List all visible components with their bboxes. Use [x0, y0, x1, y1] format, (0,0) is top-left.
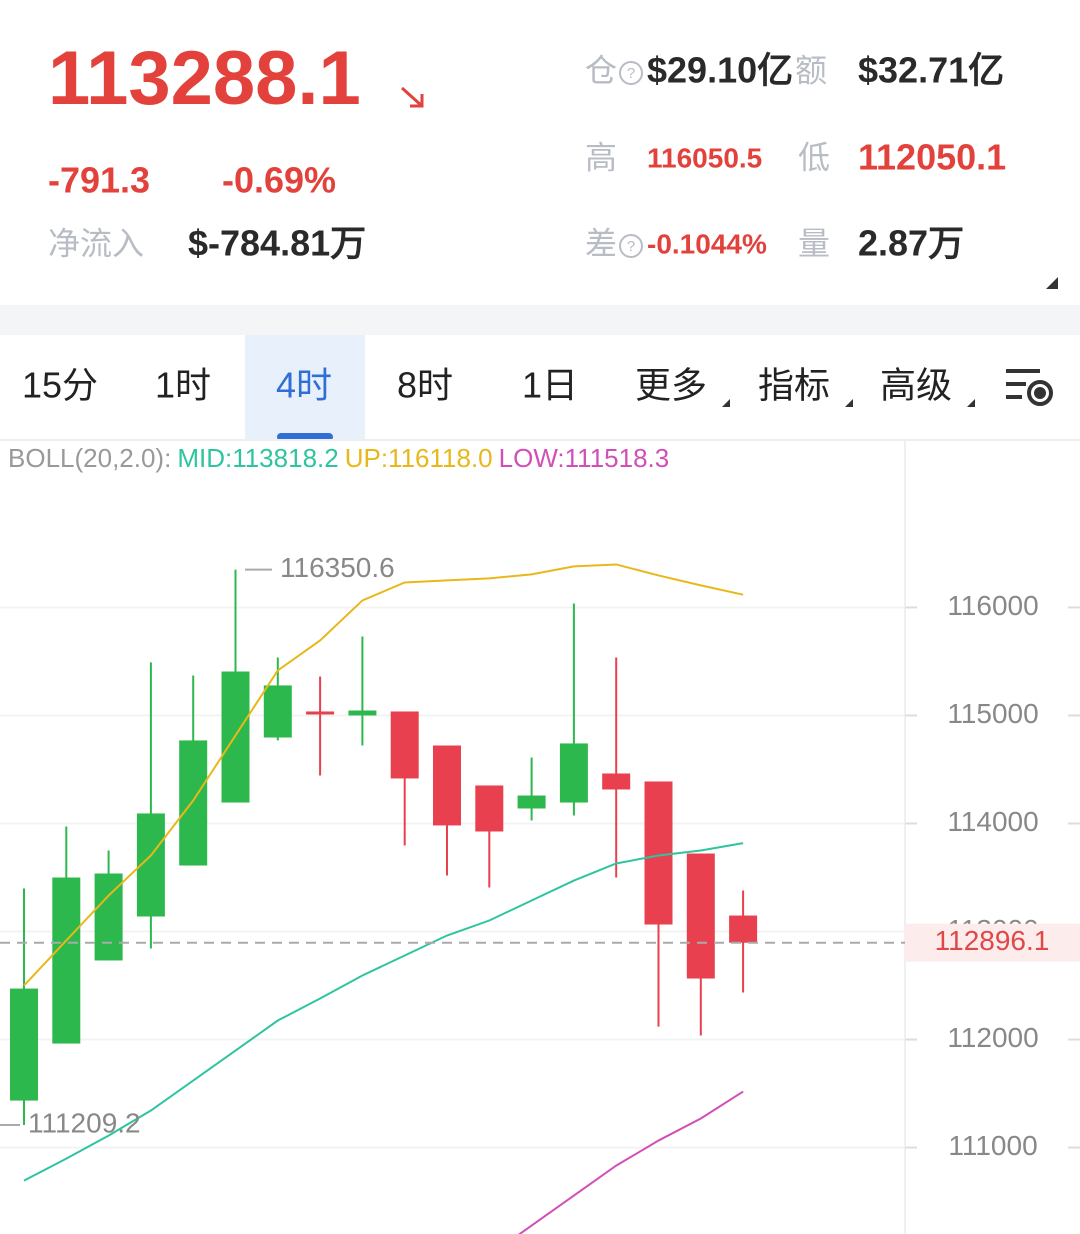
boll-line: [518, 1090, 744, 1234]
expand-toggle[interactable]: [1046, 277, 1058, 289]
boll-line: [23, 842, 744, 1182]
candle-body: [559, 743, 588, 803]
y-tick-label: 112000: [947, 1022, 1038, 1053]
last-price-box: [905, 923, 1080, 962]
dropdown-carets: [722, 399, 975, 407]
tab[interactable]: 指标: [758, 365, 830, 406]
help-icon[interactable]: ?: [619, 234, 643, 258]
max-label: 116350.6: [280, 552, 395, 583]
candle-body: [602, 773, 631, 790]
tab[interactable]: 高级: [880, 365, 952, 406]
stat-label: 高: [585, 139, 617, 175]
candle-body: [686, 853, 715, 979]
tab-highlight: [245, 335, 365, 440]
stat-value: $29.10亿: [647, 50, 793, 91]
tab[interactable]: 1时: [155, 365, 211, 406]
stat-label: 仓: [585, 52, 617, 88]
y-tick-label: 116000: [947, 590, 1038, 621]
y-tick-label: 114000: [947, 806, 1038, 837]
last-price-label: 112896.1: [935, 925, 1050, 956]
change: -791.3: [48, 160, 150, 201]
stat-label: 量: [798, 225, 830, 261]
stat-value: 116050.5: [647, 142, 762, 173]
boll-line: [23, 563, 744, 987]
candle-body: [179, 740, 208, 866]
candle-body: [263, 685, 292, 738]
candle-body: [10, 988, 38, 1101]
candle-body: [644, 781, 673, 925]
net-inflow-label: 净流入: [48, 225, 144, 261]
tab-active[interactable]: 4时: [276, 365, 332, 406]
candle-body: [475, 785, 504, 832]
y-tick-label: 115000: [947, 698, 1038, 729]
legend-name: BOLL(20,2.0):: [8, 443, 171, 473]
candle-body: [517, 795, 546, 809]
candle-body: [433, 745, 461, 826]
tab[interactable]: 8时: [397, 365, 453, 406]
svg-text:?: ?: [627, 238, 635, 255]
y-tick-label: 111000: [948, 1130, 1037, 1161]
trend-arrow: [400, 86, 424, 108]
price: 113288.1: [48, 36, 361, 121]
legend-up: UP:116118.0: [345, 443, 493, 473]
stat-value: 2.87万: [858, 223, 964, 264]
legend-mid: MID:113818.2: [177, 443, 338, 473]
help-icon[interactable]: ?: [619, 61, 643, 85]
change-pct: -0.69%: [222, 160, 336, 201]
tab[interactable]: 15分: [22, 365, 98, 406]
tab[interactable]: 1日: [522, 365, 578, 406]
legend-low: LOW:111518.3: [499, 443, 670, 473]
stat-label: 差: [585, 225, 617, 261]
settings-icon[interactable]: [1006, 369, 1053, 406]
divider-band: [0, 305, 1080, 335]
stat-value: $32.71亿: [858, 50, 1004, 91]
tab[interactable]: 更多: [635, 365, 707, 406]
candle-body: [306, 711, 335, 715]
plot-area: [0, 563, 905, 1234]
candle-body: [729, 915, 758, 943]
svg-text:?: ?: [627, 65, 635, 82]
stat-value: 112050.1: [858, 137, 1006, 178]
candle-body: [348, 710, 377, 716]
candle-body: [390, 711, 419, 779]
stat-value: -0.1044%: [647, 228, 767, 259]
stat-label: 低: [798, 139, 830, 175]
min-label: 111209.2: [28, 1107, 141, 1138]
candle-body: [52, 877, 81, 1044]
stat-label: 额: [795, 52, 827, 88]
net-inflow: $-784.81万: [188, 223, 366, 264]
